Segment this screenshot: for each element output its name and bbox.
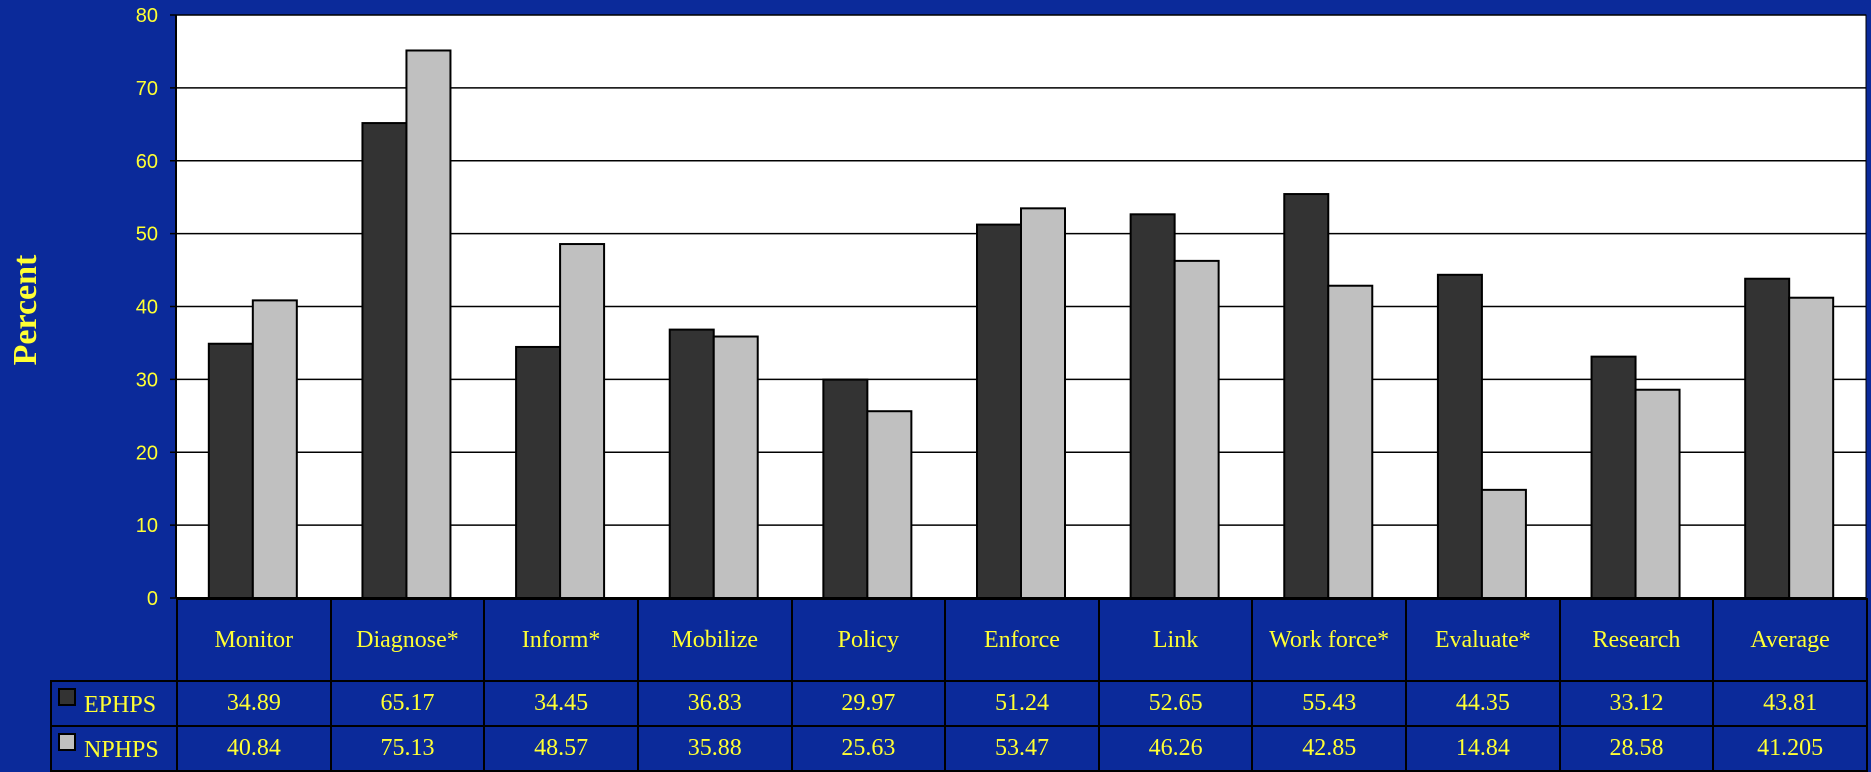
data-label: 33.12 — [1558, 680, 1715, 727]
bar-ephps — [515, 345, 562, 599]
data-label: 35.88 — [636, 725, 793, 772]
data-label: 52.65 — [1097, 680, 1254, 727]
data-label: 46.26 — [1097, 725, 1254, 772]
bar-ephps — [668, 328, 715, 599]
category-label: Mobilize — [636, 598, 793, 682]
data-label: 55.43 — [1251, 680, 1407, 727]
legend-swatch — [58, 733, 76, 751]
bar-ephps — [1283, 193, 1330, 600]
bar-nphps — [1020, 207, 1066, 599]
bar-nphps — [1327, 284, 1374, 599]
data-label: 28.58 — [1558, 725, 1715, 772]
category-row: Monitor Diagnose* Inform* Mobilize Policy Enf… — [51, 598, 1868, 682]
bar-nphps — [866, 410, 913, 599]
bar-ephps — [1436, 273, 1483, 599]
data-label: 51.24 — [944, 680, 1100, 727]
y-axis-title: Percent — [7, 254, 44, 366]
bar-nphps — [1173, 259, 1220, 599]
series-row-nphps: NPHPS 40.84 75.13 48.57 35.88 25.63 53.47 46.26… — [50, 725, 1868, 772]
category-label: Diagnose* — [329, 598, 486, 682]
legend-entry: NPHPS — [50, 725, 178, 772]
data-label: 25.63 — [790, 725, 947, 772]
y-tick-label: 20 — [136, 442, 158, 464]
data-table: Monitor Diagnose* Inform* Mobilize Policy Enf… — [50, 598, 1868, 772]
y-tick-label: 80 — [136, 5, 158, 27]
bar-nphps — [1634, 388, 1681, 599]
data-label: 29.97 — [790, 680, 947, 727]
category-label: Policy — [790, 598, 947, 682]
table-corner — [51, 599, 177, 681]
bar-nphps — [1788, 296, 1835, 599]
legend-entry: EPHPS — [50, 680, 178, 727]
series-row-ephps: EPHPS 34.89 65.17 34.45 36.83 29.97 51.24 52.65… — [50, 680, 1868, 727]
bar-ephps — [207, 342, 254, 600]
data-label: 41.205 — [1712, 725, 1868, 772]
category-label: Research — [1558, 598, 1715, 682]
data-label: 43.81 — [1712, 680, 1868, 727]
y-tick-label: 40 — [136, 297, 158, 319]
category-label: Work force* — [1251, 598, 1407, 682]
bar-ephps — [361, 122, 408, 599]
bar-ephps — [976, 223, 1022, 599]
bar-nphps — [251, 299, 298, 599]
legend-swatch — [58, 688, 76, 706]
data-label: 44.35 — [1405, 680, 1561, 727]
data-label: 34.45 — [483, 680, 639, 727]
data-label: 53.47 — [944, 725, 1100, 772]
y-tick-label: 70 — [136, 78, 158, 100]
data-label: 36.83 — [636, 680, 793, 727]
y-tick-label: 10 — [136, 515, 158, 537]
y-tick-label: 50 — [136, 224, 158, 246]
data-label: 75.13 — [329, 725, 486, 772]
category-label: Inform* — [483, 598, 639, 682]
data-label: 40.84 — [176, 725, 332, 772]
data-label: 42.85 — [1251, 725, 1407, 772]
data-label: 34.89 — [176, 680, 332, 727]
bar-ephps — [822, 378, 869, 599]
legend-label: EPHPS — [84, 692, 157, 718]
bar-ephps — [1129, 213, 1176, 600]
data-label: 14.84 — [1405, 725, 1561, 772]
y-tick-label: 0 — [147, 588, 158, 610]
legend-label: NPHPS — [84, 737, 159, 763]
category-label: Enforce — [944, 598, 1100, 682]
bar-nphps — [1480, 488, 1527, 599]
category-label: Average — [1712, 598, 1868, 682]
bar-nphps — [405, 49, 452, 600]
category-label: Link — [1097, 598, 1254, 682]
data-label: 65.17 — [329, 680, 486, 727]
category-label: Monitor — [176, 598, 332, 682]
bar-ephps — [1590, 355, 1637, 599]
data-label: 48.57 — [483, 725, 639, 772]
category-label: Evaluate* — [1405, 598, 1561, 682]
y-tick-label: 60 — [136, 151, 158, 173]
bar-nphps — [712, 335, 759, 599]
bar-nphps — [559, 243, 606, 600]
y-tick-label: 30 — [136, 369, 158, 391]
bar-ephps — [1744, 277, 1791, 599]
